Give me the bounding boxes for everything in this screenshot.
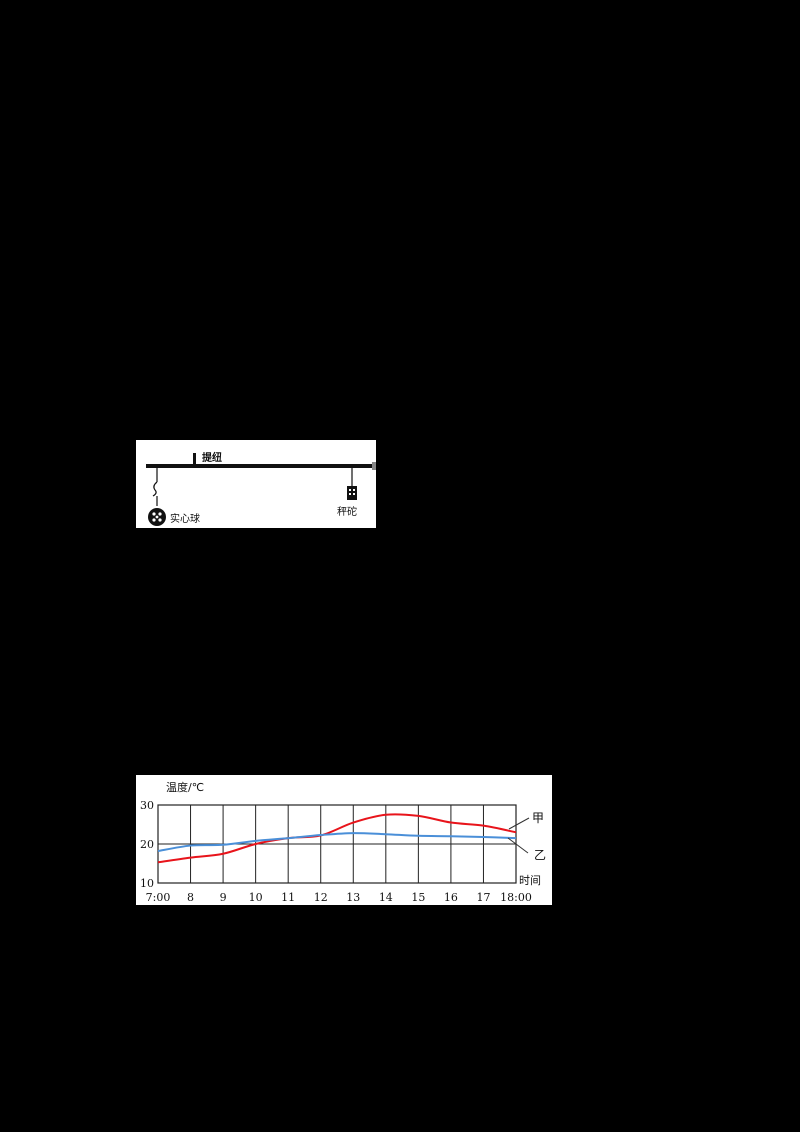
series-line xyxy=(157,813,517,864)
steelyard-diagram: 提纽 实心球 秤砣 xyxy=(136,440,376,528)
series-label-yi: 乙 xyxy=(534,848,546,862)
y-axis-label: 温度/℃ xyxy=(166,780,204,794)
ball-label: 实心球 xyxy=(170,512,200,525)
pivot-label: 提纽 xyxy=(202,451,222,464)
counterweight-icon xyxy=(347,468,357,500)
svg-text:14: 14 xyxy=(379,891,393,904)
series-label-jia: 甲 xyxy=(532,811,544,825)
svg-text:9: 9 xyxy=(220,891,227,904)
x-axis-ticks: 7:00 8 9 10 11 12 13 14 15 16 17 18:00 xyxy=(146,891,532,904)
svg-text:12: 12 xyxy=(314,891,328,904)
svg-text:11: 11 xyxy=(281,891,295,904)
y-axis-ticks: 10 20 30 xyxy=(140,799,154,890)
pivot-knob xyxy=(193,453,196,465)
x-axis-label: 时间 xyxy=(519,874,541,887)
beam xyxy=(146,464,372,468)
svg-text:18:00: 18:00 xyxy=(500,891,532,904)
svg-text:16: 16 xyxy=(444,891,458,904)
svg-text:13: 13 xyxy=(346,891,360,904)
temperature-chart: 温度/℃ 10 20 30 7:00 8 9 10 11 12 13 14 15 16 17 18:00 … xyxy=(136,775,552,905)
series-line xyxy=(157,832,517,853)
svg-text:17: 17 xyxy=(476,891,490,904)
svg-text:20: 20 xyxy=(140,838,154,851)
chart-lines xyxy=(157,813,517,864)
svg-text:30: 30 xyxy=(140,799,154,812)
svg-text:7:00: 7:00 xyxy=(146,891,171,904)
svg-text:8: 8 xyxy=(187,891,194,904)
weight-label: 秤砣 xyxy=(337,505,357,518)
chart-grid xyxy=(157,804,517,884)
ball-icon xyxy=(148,468,166,526)
svg-text:10: 10 xyxy=(140,877,154,890)
svg-text:15: 15 xyxy=(411,891,425,904)
svg-text:10: 10 xyxy=(249,891,263,904)
